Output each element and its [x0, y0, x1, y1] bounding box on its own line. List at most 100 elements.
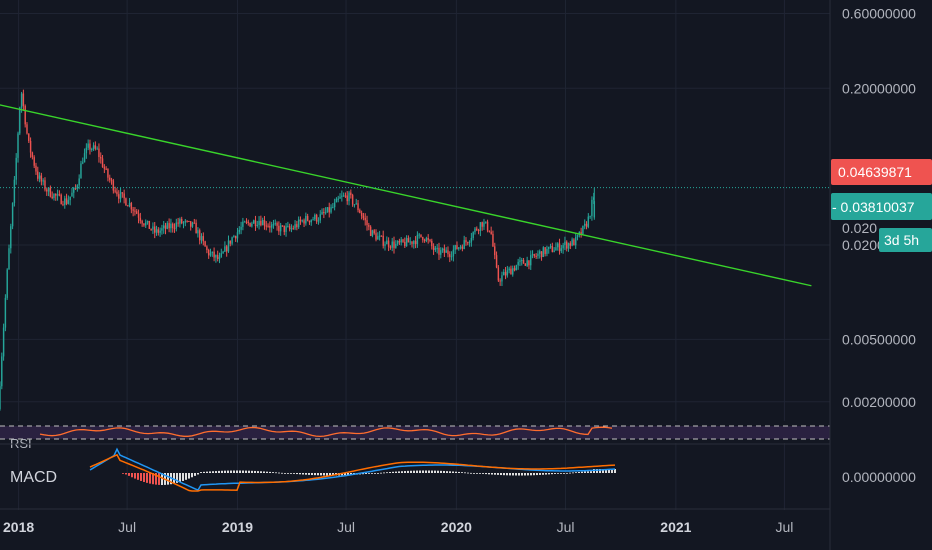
candle-body [180, 218, 183, 224]
macd-hist-bar [332, 473, 334, 476]
candle [94, 141, 97, 151]
candle [477, 228, 480, 235]
candle [488, 230, 491, 233]
candle-body [306, 215, 309, 221]
time-axis[interactable]: 2018 Jul 2019 Jul 2020 Jul 2021 Jul [3, 519, 793, 535]
candle [51, 191, 53, 200]
time-axis-label: 2020 [441, 519, 472, 535]
candle-body [485, 221, 487, 223]
candle [537, 250, 539, 259]
candle-body [215, 254, 217, 258]
candle [573, 238, 575, 246]
candle-body [46, 189, 48, 192]
candle [236, 227, 239, 243]
macd-hist-bar [560, 473, 562, 474]
trendline[interactable] [0, 103, 812, 287]
candle-body [288, 226, 291, 230]
candle [197, 227, 199, 238]
candle-body [463, 240, 465, 249]
macd-hist-bar [176, 473, 178, 483]
candle [317, 217, 320, 225]
candle-body [391, 241, 393, 248]
candle [270, 221, 273, 233]
candle-body [87, 143, 89, 148]
candle [558, 238, 561, 255]
macd-hist-bar [296, 473, 298, 475]
price-axis[interactable]: 0.600000000.200000000.020000000.00500000… [842, 5, 916, 409]
candle [551, 242, 554, 253]
macd-hist-bar [329, 473, 331, 476]
macd-hist-bar [128, 473, 130, 476]
candle-body [431, 240, 433, 247]
candle [395, 240, 397, 249]
macd-hist-bar [257, 471, 259, 473]
candle-body [386, 240, 388, 245]
candle [31, 151, 34, 160]
candle [279, 222, 282, 236]
candle-body [335, 198, 338, 203]
candle [366, 215, 368, 231]
candle-body [65, 198, 68, 204]
candle-body [26, 124, 28, 134]
candle [382, 230, 384, 249]
candle [562, 242, 564, 254]
candle [82, 157, 84, 165]
macd-hist-bar [554, 473, 556, 474]
candle-body [546, 249, 548, 254]
candle [278, 221, 280, 236]
candle-body [339, 196, 341, 199]
candle-body [402, 239, 404, 242]
macd-hist-bar [545, 473, 547, 475]
candle-body [118, 194, 120, 199]
macd-hist-bar [530, 473, 532, 476]
candle [198, 228, 201, 245]
candle-body [231, 237, 233, 244]
macd-hist-bar [302, 473, 304, 475]
candle-body [483, 222, 485, 227]
high-price-label: 0.04639871 [838, 164, 912, 180]
macd-hist-bar [221, 470, 223, 473]
macd-hist-bar [134, 473, 136, 479]
candle-body [531, 254, 534, 256]
candle-body [49, 187, 52, 197]
candle [332, 203, 334, 209]
candle [146, 220, 149, 225]
candle-body [551, 246, 554, 252]
candle [245, 218, 248, 225]
candle [481, 221, 483, 231]
candle [179, 217, 181, 228]
macd-hist-bar [437, 470, 439, 473]
candle [154, 221, 156, 239]
candle [92, 142, 95, 151]
macd-hist-bar [449, 471, 451, 473]
macd-hist-bar [566, 472, 568, 474]
candle [468, 240, 471, 247]
candle-body [281, 225, 284, 227]
candle [96, 146, 98, 150]
candle-body [522, 259, 525, 264]
candle [407, 235, 410, 243]
candle [240, 221, 242, 235]
candle [420, 234, 422, 238]
candle [56, 189, 59, 201]
candle-body [74, 187, 77, 189]
macd-hist-bar [278, 472, 280, 474]
candle-body [78, 178, 80, 186]
candle-body [501, 275, 503, 282]
candle [350, 189, 352, 199]
candle [107, 168, 109, 182]
candle-body [504, 272, 507, 276]
candle [510, 265, 512, 275]
macd-hist-bar [392, 471, 394, 473]
macd-hist-bar [572, 472, 574, 474]
candle [292, 225, 294, 230]
macd-hist-bar [386, 472, 388, 474]
candle-body [82, 162, 84, 164]
candle [1, 352, 3, 390]
macd-hist-bar [317, 473, 319, 476]
candle-body [179, 218, 181, 224]
candle-body [582, 225, 584, 234]
macd-hist-bar [428, 470, 430, 473]
